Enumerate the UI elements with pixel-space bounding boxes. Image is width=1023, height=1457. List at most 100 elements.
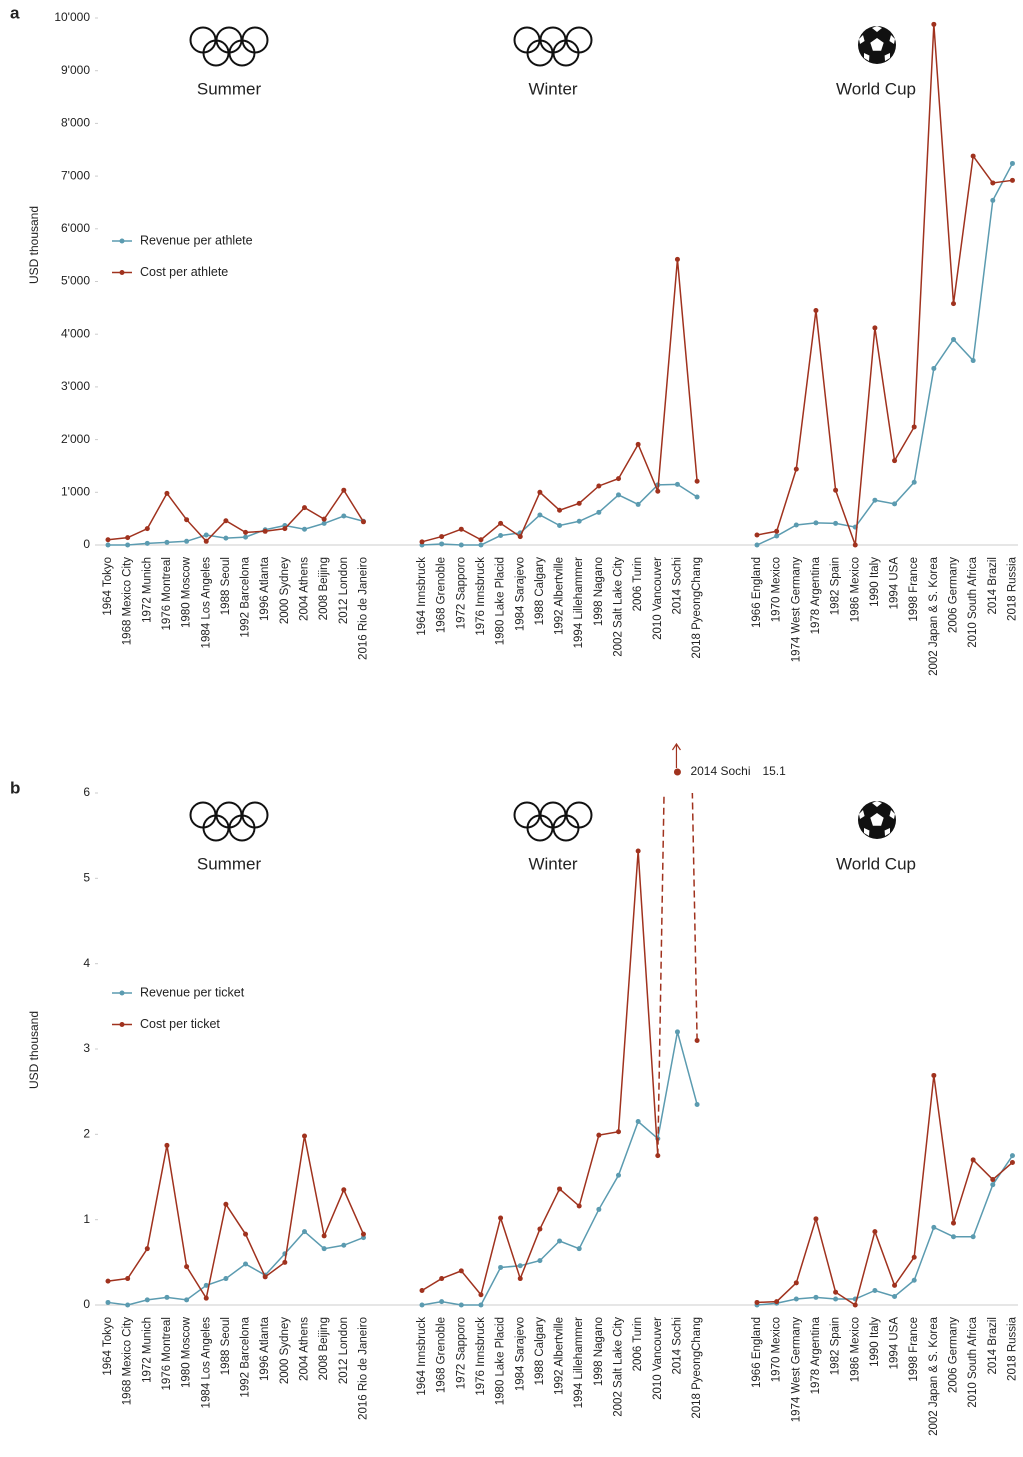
- data-point: [203, 1295, 209, 1301]
- legend-marker: [119, 1022, 125, 1027]
- data-point: [557, 523, 563, 529]
- data-point: [243, 534, 249, 540]
- x-tick-label: 1984 Sarajevo: [514, 557, 526, 631]
- x-tick-label: 1964 Tokyo: [102, 1317, 114, 1376]
- data-point: [813, 1294, 819, 1300]
- data-point: [833, 1296, 839, 1302]
- data-point: [537, 489, 543, 495]
- series-line: [756, 1075, 1013, 1307]
- series-line: [107, 488, 365, 543]
- x-tick-label: 2012 London: [338, 1317, 350, 1384]
- olympic-rings-icon: [513, 801, 593, 842]
- data-point: [951, 301, 956, 307]
- data-point: [674, 481, 680, 487]
- data-point: [872, 1287, 878, 1293]
- data-point: [144, 540, 150, 546]
- data-point: [557, 507, 563, 513]
- y-tick-label: 0: [83, 537, 90, 551]
- data-point: [105, 1278, 111, 1284]
- x-tick-label: 1964 Innsbruck: [416, 557, 428, 636]
- x-tick-label: 1968 Grenoble: [436, 1317, 448, 1393]
- data-point: [635, 848, 641, 854]
- x-tick-label: 1972 Sapporo: [455, 1317, 467, 1389]
- group-title: Winter: [528, 854, 577, 873]
- data-point: [970, 153, 976, 159]
- data-point: [458, 1302, 464, 1308]
- series-line: [422, 851, 697, 1295]
- x-tick-label: 2014 Brazil: [987, 557, 999, 615]
- data-point: [872, 497, 878, 503]
- data-point: [419, 1287, 425, 1293]
- data-point: [813, 307, 819, 313]
- data-point: [321, 1246, 327, 1252]
- x-tick-label: 1984 Sarajevo: [514, 1317, 526, 1391]
- x-tick-label: 1998 Nagano: [593, 1317, 605, 1386]
- x-tick-label: 1998 Nagano: [593, 557, 605, 626]
- data-point: [184, 1264, 190, 1270]
- x-tick-label: 2002 Japan & S. Korea: [928, 1316, 940, 1436]
- data-point: [1009, 1159, 1015, 1165]
- x-tick-label: 1978 Argentina: [810, 556, 822, 634]
- group-title: Summer: [197, 854, 262, 873]
- y-axis-label: USD thousand: [27, 206, 41, 284]
- y-tick-label: 1'000: [61, 484, 90, 498]
- x-tick-label: 2004 Athens: [299, 1317, 311, 1381]
- x-tick-label: 1986 Mexico: [849, 557, 861, 622]
- x-tick-label: 2002 Salt Lake City: [613, 1317, 625, 1417]
- data-point: [125, 1276, 131, 1282]
- data-point: [360, 519, 366, 525]
- x-tick-label: 2010 Vancouver: [652, 1317, 664, 1400]
- x-tick-label: 1994 Lillehammer: [573, 557, 585, 649]
- data-point: [892, 1282, 898, 1288]
- y-tick-label: 3: [83, 1041, 90, 1055]
- data-point: [694, 478, 700, 484]
- data-point: [596, 1206, 602, 1212]
- x-tick-label: 1976 Montreal: [161, 557, 173, 631]
- panel-label: b: [10, 778, 20, 797]
- data-point: [341, 487, 347, 493]
- data-point: [478, 1292, 484, 1298]
- x-tick-label: 1990 Italy: [869, 557, 881, 607]
- x-tick-label: 1994 Lillehammer: [573, 1317, 585, 1409]
- data-point: [282, 526, 288, 532]
- annotation-value: 15.1: [762, 764, 786, 778]
- data-point: [872, 1229, 878, 1235]
- data-point: [596, 509, 602, 515]
- x-tick-label: 1980 Moscow: [181, 1316, 193, 1388]
- x-tick-label: 1980 Lake Placid: [495, 1317, 507, 1405]
- x-tick-label: 2006 Germany: [948, 557, 960, 633]
- data-point: [537, 1226, 543, 1232]
- data-point: [105, 542, 111, 548]
- data-point: [341, 1242, 347, 1248]
- data-point: [302, 526, 307, 532]
- data-point: [576, 1246, 582, 1252]
- x-tick-label: 1974 West Germany: [790, 557, 802, 663]
- data-point: [203, 532, 209, 538]
- data-point: [970, 1234, 976, 1240]
- x-tick-label: 1976 Innsbruck: [475, 1317, 487, 1396]
- olympic-rings-icon: [513, 26, 593, 67]
- x-tick-label: 2018 PyeongChang: [691, 557, 703, 659]
- x-tick-label: 2006 Turin: [632, 1317, 644, 1371]
- legend-marker: [119, 990, 125, 996]
- x-tick-label: 1992 Albertville: [554, 557, 566, 635]
- data-point: [990, 1177, 996, 1183]
- x-tick-label: 1966 England: [751, 1317, 763, 1388]
- data-point: [144, 1297, 150, 1303]
- x-tick-label: 2008 Beijing: [318, 1317, 330, 1380]
- x-tick-label: 2018 Russia: [1006, 1316, 1018, 1381]
- data-point: [674, 256, 680, 262]
- series-line: [107, 1135, 365, 1301]
- x-tick-label: 2010 South Africa: [967, 1316, 979, 1407]
- data-point: [498, 520, 504, 526]
- data-point: [892, 1293, 898, 1299]
- x-tick-label: 1974 West Germany: [790, 1317, 802, 1423]
- data-point: [596, 1132, 602, 1138]
- data-point: [125, 535, 131, 541]
- data-point: [262, 1274, 268, 1280]
- x-tick-label: 1996 Atlanta: [259, 556, 271, 621]
- data-point: [321, 516, 327, 522]
- x-tick-label: 2008 Beijing: [318, 557, 330, 620]
- legend-marker: [119, 270, 125, 275]
